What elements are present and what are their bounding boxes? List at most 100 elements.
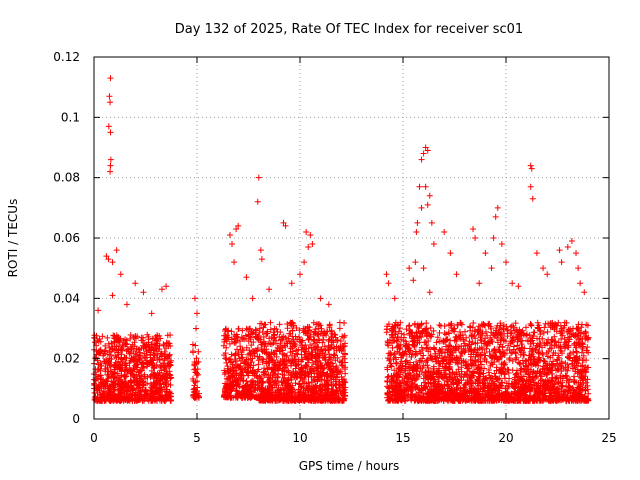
data-point (144, 360, 151, 367)
data-point (158, 367, 165, 374)
data-point (146, 344, 153, 351)
data-point (306, 356, 313, 363)
data-point (245, 357, 252, 364)
data-point (102, 342, 109, 349)
data-point (112, 353, 119, 360)
data-point (193, 372, 200, 379)
data-point (99, 393, 106, 400)
data-point (334, 371, 341, 378)
data-point (235, 325, 242, 332)
data-point (136, 392, 143, 399)
data-point (154, 338, 161, 345)
data-point (142, 354, 149, 361)
data-point (331, 351, 338, 358)
data-point (131, 395, 138, 402)
data-point (162, 345, 169, 352)
data-point (233, 387, 240, 394)
data-point (122, 341, 129, 348)
data-point (243, 325, 250, 332)
data-point (247, 336, 254, 343)
data-point (105, 375, 112, 382)
data-point (135, 355, 142, 362)
data-point (191, 385, 198, 392)
data-point (164, 374, 171, 381)
data-point (119, 386, 126, 393)
data-point (163, 340, 170, 347)
data-point (305, 373, 312, 380)
data-point (134, 360, 141, 367)
data-point (97, 397, 104, 404)
data-point (151, 364, 158, 371)
data-point (244, 326, 251, 333)
data-point (264, 330, 271, 337)
data-point (195, 393, 202, 400)
data-point (266, 335, 273, 342)
data-point (117, 347, 124, 354)
data-point (305, 336, 312, 343)
data-point (104, 392, 111, 399)
data-point (240, 372, 247, 379)
data-point (127, 368, 134, 375)
data-point (107, 383, 114, 390)
data-point (192, 369, 199, 376)
data-point (149, 385, 156, 392)
data-point (238, 334, 245, 341)
data-point (108, 369, 115, 376)
data-point (244, 369, 251, 376)
data-point (221, 386, 228, 393)
data-point (224, 363, 231, 370)
data-point (222, 369, 229, 376)
data-point (232, 378, 239, 385)
data-point (167, 393, 174, 400)
data-point (246, 393, 253, 400)
x-tick-label: 20 (498, 431, 513, 445)
data-point (145, 347, 152, 354)
x-tick-label: 0 (90, 431, 98, 445)
data-point (223, 381, 230, 388)
data-point (235, 351, 242, 358)
data-point (230, 367, 237, 374)
data-point (152, 381, 159, 388)
data-point (193, 355, 200, 362)
data-point (238, 391, 245, 398)
data-point (260, 324, 267, 331)
data-point (137, 378, 144, 385)
data-point (221, 328, 228, 335)
data-point (296, 327, 303, 334)
data-point (274, 378, 281, 385)
data-point (231, 377, 238, 384)
data-point (238, 369, 245, 376)
data-point (248, 359, 255, 366)
y-tick-label: 0.08 (53, 171, 80, 185)
data-point (99, 333, 106, 340)
data-point (252, 331, 259, 338)
data-point (106, 397, 113, 404)
data-point (109, 391, 116, 398)
data-point (254, 347, 261, 354)
data-point (226, 356, 233, 363)
data-point (118, 378, 125, 385)
data-point (145, 339, 152, 346)
data-point (101, 383, 108, 390)
data-point (237, 343, 244, 350)
data-point (271, 334, 278, 341)
data-point (156, 346, 163, 353)
data-point (95, 383, 102, 390)
data-point (148, 367, 155, 374)
data-point (147, 359, 154, 366)
data-point (190, 349, 197, 356)
data-point (273, 326, 280, 333)
data-point (247, 355, 254, 362)
data-point (325, 338, 332, 345)
data-point (161, 386, 168, 393)
y-axis-label: ROTI / TECUs (6, 199, 20, 278)
data-point (243, 378, 250, 385)
data-point (241, 390, 248, 397)
data-point (236, 338, 243, 345)
data-point (239, 384, 246, 391)
data-point (155, 389, 162, 396)
data-point (135, 397, 142, 404)
data-point (150, 371, 157, 378)
data-point (115, 358, 122, 365)
